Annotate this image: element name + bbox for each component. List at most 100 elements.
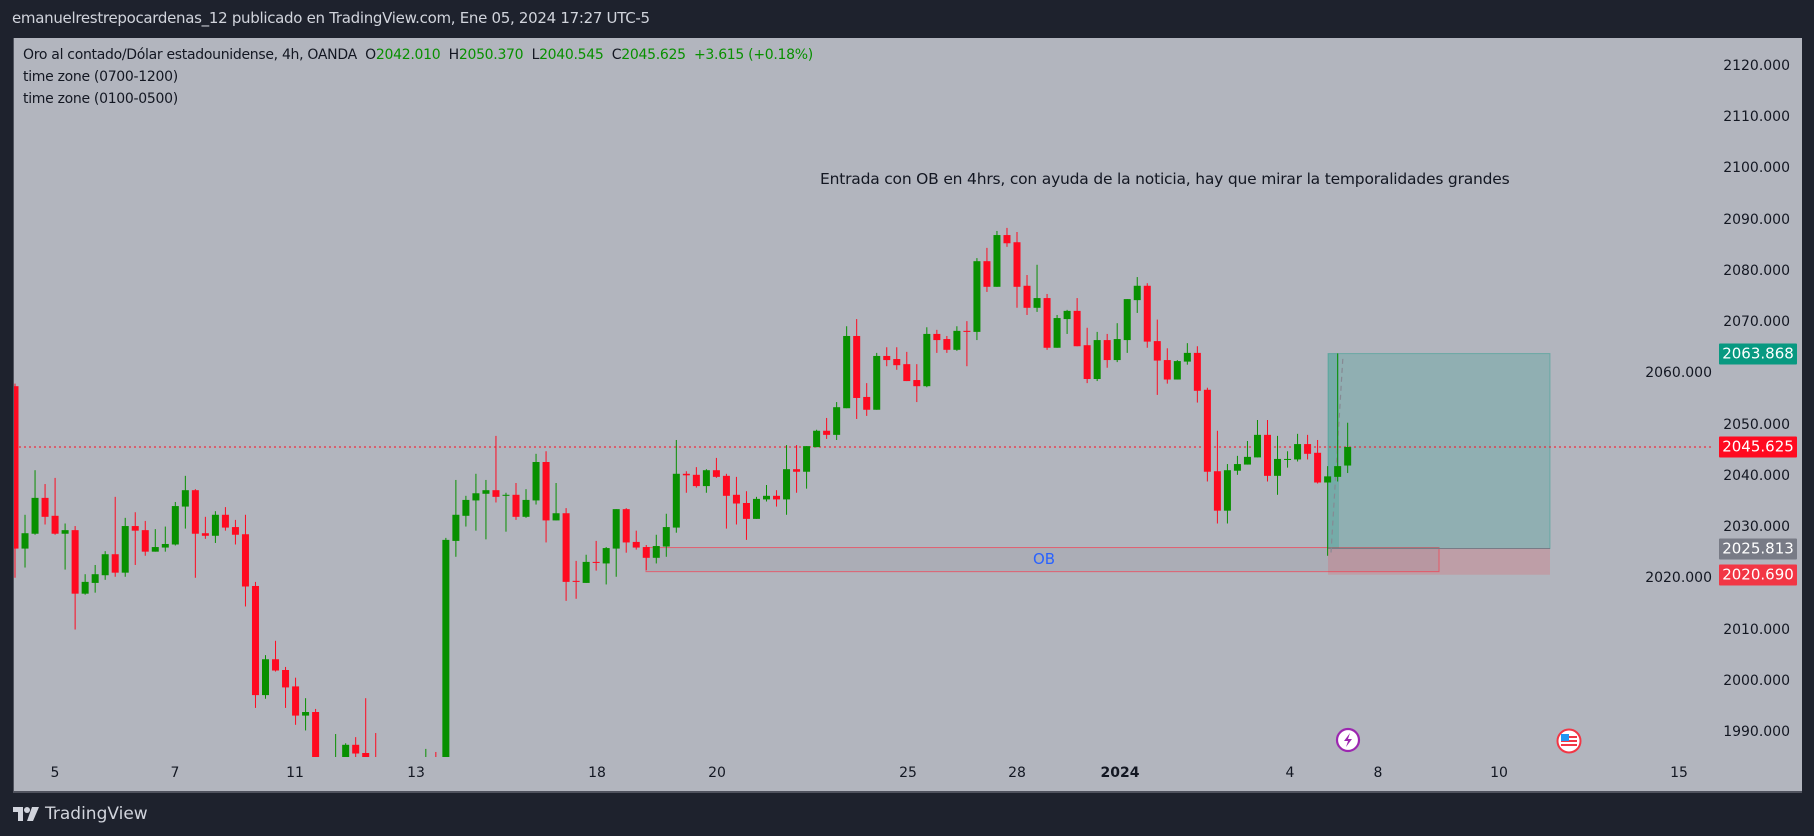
candle [161, 526, 169, 552]
candle [903, 351, 911, 382]
close-label: C [611, 47, 622, 63]
candle [692, 467, 700, 488]
candle [763, 485, 770, 502]
candle [492, 435, 500, 503]
candle [1304, 434, 1312, 460]
candle-body [512, 494, 520, 517]
candle [522, 489, 530, 518]
candle [1233, 455, 1241, 475]
text-annotation[interactable]: Entrada con OB en 4hrs, con ayuda de la … [820, 170, 1510, 188]
candle-body [1324, 476, 1332, 483]
candle-body [221, 514, 229, 528]
candle [1113, 323, 1121, 363]
candle-body [91, 574, 99, 583]
order-block-label[interactable]: OB [1032, 550, 1056, 568]
candle [131, 512, 139, 565]
candle [823, 417, 831, 439]
chart-panel[interactable] [13, 38, 1802, 793]
candle-body [1213, 471, 1221, 511]
candle-body [752, 498, 760, 519]
candle-body [612, 509, 620, 549]
indicator-time-zone-2[interactable]: time zone (0100-0500) [23, 91, 178, 107]
candle-body [332, 768, 339, 804]
candle-body [111, 554, 119, 573]
candle-body [51, 515, 59, 534]
candle-body [1033, 298, 1041, 308]
candle-body [742, 502, 750, 519]
candle [1274, 435, 1282, 495]
time-tick: 10 [1490, 765, 1508, 781]
candle [221, 507, 229, 531]
candle [251, 581, 259, 708]
candle [81, 574, 89, 595]
candle [342, 743, 350, 757]
time-tick: 5 [50, 765, 60, 781]
candle-body [652, 546, 660, 558]
candle [963, 321, 971, 367]
candle-body [1023, 285, 1031, 308]
candle [302, 698, 310, 731]
us-flag-event-icon[interactable] [1556, 728, 1582, 754]
indicator-time-zone-1[interactable]: time zone (0700-1200) [23, 69, 178, 85]
candle-body [883, 355, 891, 361]
candle [813, 429, 821, 448]
candle [1143, 283, 1151, 348]
position-stop-zone [1328, 548, 1550, 575]
candle-body [903, 364, 911, 382]
candle-body [1093, 340, 1101, 380]
candle [1003, 227, 1011, 247]
candle-body [1223, 470, 1231, 511]
candle [425, 748, 427, 757]
high-value: 2050.370 [458, 47, 524, 63]
candle [1253, 419, 1261, 458]
candle [973, 258, 981, 341]
candle-body [1013, 242, 1021, 287]
candle [1033, 264, 1041, 312]
candle-body [682, 473, 690, 476]
close-value: 2045.625 [621, 47, 686, 63]
lightning-event-icon[interactable] [1335, 727, 1361, 753]
candle [883, 347, 891, 367]
candle [672, 439, 680, 533]
candle-body [552, 513, 560, 521]
candle [362, 698, 370, 757]
position-path-line [1330, 355, 1344, 553]
candle [1133, 277, 1141, 313]
candle-body [1053, 318, 1061, 348]
candle [1093, 331, 1101, 382]
candle [372, 733, 379, 793]
candle [1053, 314, 1061, 348]
candle [512, 483, 520, 520]
candle-body [793, 469, 801, 472]
candle [452, 479, 460, 557]
candle-body [1103, 340, 1111, 361]
candle-body [582, 561, 590, 583]
symbol-name[interactable]: Oro al contado/Dólar estadounidense, 4h,… [23, 47, 357, 63]
stop-price-label: 2020.690 [1719, 564, 1797, 586]
candle-body [432, 793, 439, 803]
candle [312, 708, 320, 757]
candle-body [282, 670, 290, 688]
candle-body [1233, 464, 1241, 471]
candle [783, 445, 791, 515]
candle [1043, 293, 1051, 350]
candle [1083, 327, 1091, 384]
position-target-highlight [1328, 353, 1339, 549]
time-tick: 7 [170, 765, 180, 781]
candle [622, 508, 630, 553]
candle-body [171, 506, 179, 545]
candle [933, 329, 941, 353]
candle-body [292, 686, 300, 716]
candle-body [993, 235, 1001, 287]
candle [201, 516, 209, 539]
candle-body [342, 744, 350, 757]
time-tick: 15 [1670, 765, 1688, 781]
candle-body [372, 773, 379, 793]
candle [1183, 343, 1191, 365]
candles-layer [14, 227, 1352, 804]
candle-body [31, 497, 39, 534]
candle-body [211, 514, 219, 536]
candle [923, 327, 931, 388]
tradingview-logo[interactable]: TradingView [13, 804, 148, 824]
